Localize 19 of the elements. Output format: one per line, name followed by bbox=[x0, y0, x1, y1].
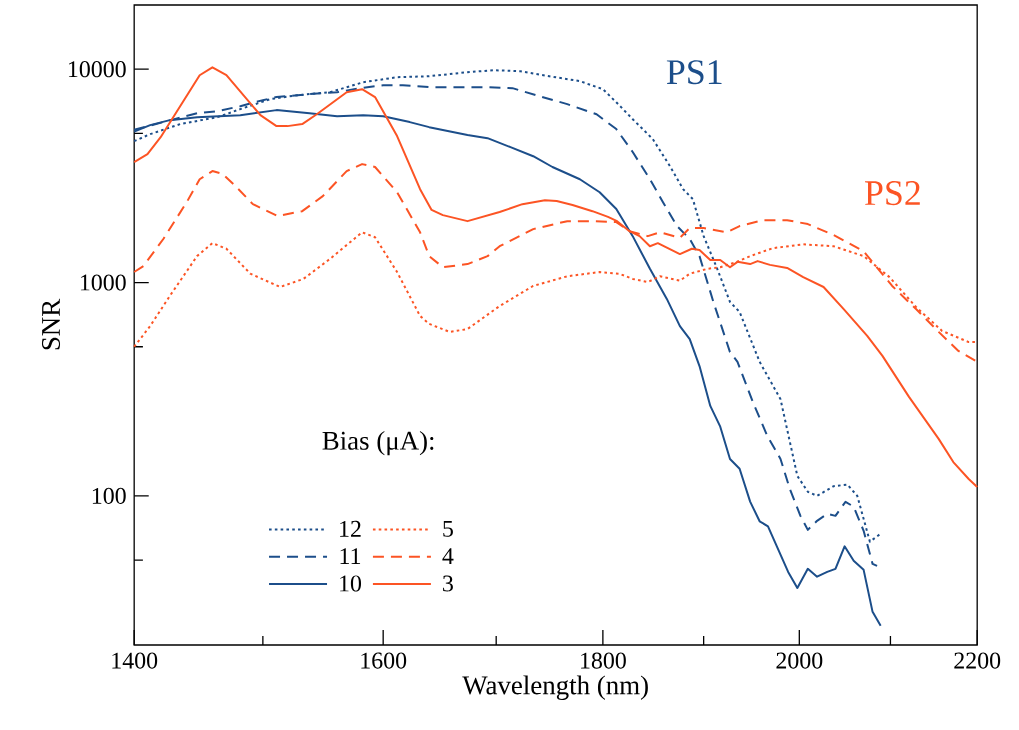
y-tick-label: 100 bbox=[92, 487, 126, 504]
legend-label: 12 bbox=[340, 520, 361, 537]
x-tick-label: 1600 bbox=[361, 652, 407, 669]
legend-label: 11 bbox=[340, 548, 361, 564]
x-axis-title: Wavelength (nm) bbox=[462, 675, 648, 700]
legend-title: Bias (μA): bbox=[322, 430, 434, 456]
legend-label: 5 bbox=[443, 520, 453, 537]
legend-label: 3 bbox=[443, 575, 453, 592]
annotation: PS2 bbox=[865, 181, 920, 206]
x-tick-label: 2000 bbox=[776, 652, 823, 669]
annotation: PS1 bbox=[666, 60, 722, 85]
y-tick-label: 10000 bbox=[68, 61, 126, 78]
x-tick-label: 2200 bbox=[954, 652, 1001, 669]
y-tick-label: 1000 bbox=[80, 274, 126, 291]
legend-label: 10 bbox=[340, 575, 362, 592]
x-tick-label: 1800 bbox=[581, 652, 626, 669]
legend-label: 4 bbox=[442, 548, 454, 564]
y-axis-title: SNR bbox=[41, 298, 61, 350]
x-tick-label: 1400 bbox=[112, 652, 158, 669]
